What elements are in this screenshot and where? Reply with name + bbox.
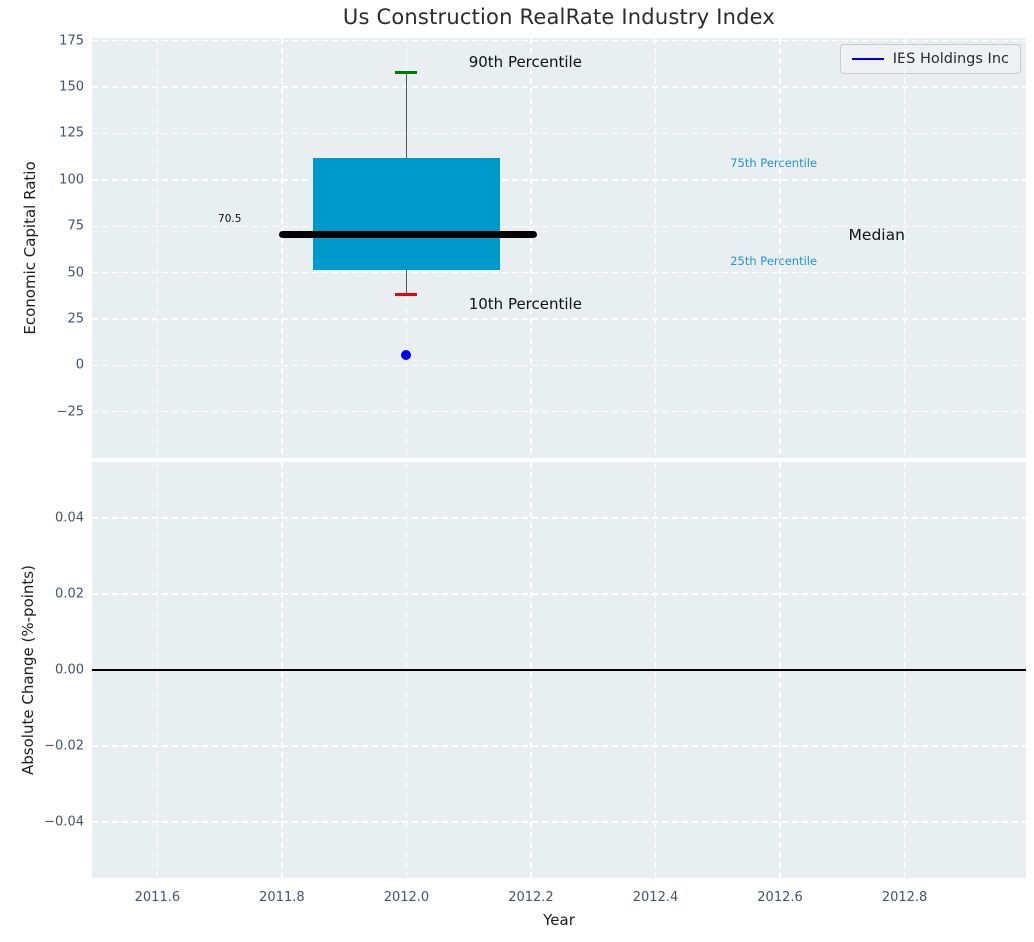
y-tick-label: −0.04 (44, 814, 84, 830)
x-tick-label: 2012.0 (383, 890, 430, 905)
x-tick-label: 2012.8 (881, 890, 928, 905)
grid-line-horizontal (92, 821, 1026, 823)
y-tick-label: −25 (56, 404, 84, 420)
x-tick-label: 2012.6 (757, 890, 803, 905)
annotation-10th-percentile: 10th Percentile (468, 295, 582, 314)
bottom-axes-absolute-change: 0.04 0.02 0.00 −0.02 −0.04 2011.6 2011.8 2012.0… (44, 462, 1026, 905)
grid-line-horizontal (92, 132, 1026, 135)
figure-title: Us Construction RealRate Industry Index (342, 5, 776, 29)
grid-line-vertical (281, 38, 283, 458)
x-tick-label: 2012.4 (632, 890, 679, 905)
y-tick-label: 0 (75, 357, 84, 373)
y-axis-label-bottom: Absolute Change (%-points) (19, 565, 37, 775)
grid-line-horizontal (92, 364, 1026, 366)
box-iqr (313, 157, 500, 270)
p10-whisker-cap (395, 293, 418, 297)
grid-line-horizontal (92, 40, 1026, 42)
y-tick-label: 0.04 (55, 510, 84, 526)
annotation-25th-percentile: 25th Percentile (730, 254, 818, 269)
x-axis-label: Year (543, 911, 575, 929)
grid-line-vertical (779, 38, 781, 458)
y-tick-label: −0.02 (44, 738, 84, 754)
y-tick-label: 0.00 (55, 662, 84, 678)
grid-line-horizontal (92, 179, 1026, 181)
grid-line-vertical (530, 38, 532, 458)
zero-line (92, 669, 1026, 671)
p90-whisker-cap (395, 70, 418, 74)
annotation-90th-percentile: 90th Percentile (468, 53, 582, 72)
legend-line-sample-icon (851, 58, 884, 60)
y-tick-label: 0.02 (55, 586, 84, 602)
y-tick-label: 100 (59, 172, 84, 188)
legend: IES Holdings Inc (839, 44, 1021, 74)
grid-line-horizontal (92, 410, 1026, 413)
grid-line-horizontal (92, 225, 1026, 227)
x-tick-label: 2011.6 (134, 890, 181, 905)
y-axis-label-top: Economic Capital Ratio (21, 161, 39, 335)
y-tick-label: 150 (59, 79, 84, 95)
median-line (278, 231, 538, 239)
legend-label: IES Holdings Inc (892, 51, 1009, 67)
y-tick-label: 25 (67, 311, 84, 327)
grid-line-vertical (903, 38, 906, 458)
annotation-median: Median (848, 225, 905, 244)
y-tick-label: 75 (67, 218, 84, 234)
grid-line-horizontal (92, 593, 1026, 595)
grid-line-horizontal (92, 271, 1026, 274)
y-tick-label: 50 (67, 265, 84, 281)
grid-line-horizontal (92, 318, 1026, 320)
grid-line-vertical (654, 38, 657, 458)
y-tick-label: 125 (59, 125, 84, 141)
grid-line-vertical (156, 38, 159, 458)
grid-line-horizontal (92, 745, 1026, 747)
annotation-70-5: 70.5 (218, 212, 242, 225)
grid-line-horizontal (92, 86, 1026, 88)
annotation-75th-percentile: 75th Percentile (730, 156, 818, 171)
top-axes-economic-capital-ratio: IES Holdings Inc 175 150 125 100 75 50 25 0 −25 9… (57, 33, 1026, 458)
x-tick-label: 2011.8 (259, 890, 305, 905)
x-tick-label: 2012.2 (508, 890, 554, 905)
grid-line-horizontal (92, 517, 1026, 519)
y-tick-label: 175 (59, 33, 84, 49)
company-point (401, 350, 412, 361)
